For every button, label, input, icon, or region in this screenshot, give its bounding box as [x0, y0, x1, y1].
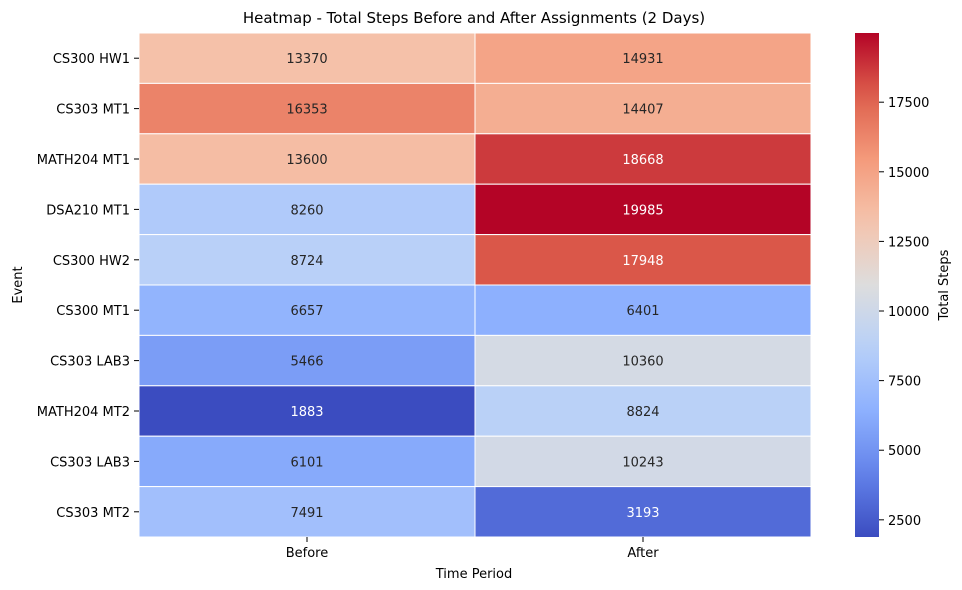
colorbar-tick-label: 17500: [888, 96, 929, 111]
heatmap-cell: [474, 435, 812, 488]
heatmap-cell: [138, 32, 476, 84]
cell-value-label: 8824: [626, 405, 659, 420]
heatmap-cell: [474, 82, 812, 135]
cell-value-label: 14407: [622, 103, 663, 118]
cell-value-label: 8724: [290, 254, 323, 269]
x-axis-label: Time Period: [435, 567, 512, 582]
colorbar-tick-label: 5000: [888, 444, 921, 459]
colorbar-tick-label: 12500: [888, 235, 929, 250]
y-tick-label: CS303 MT1: [56, 103, 130, 118]
cell-value-label: 19985: [622, 203, 663, 218]
x-tick-label: After: [627, 546, 659, 561]
colorbar-gradient: [855, 33, 879, 537]
heatmap-cell: [474, 183, 812, 236]
x-tick-label: Before: [286, 546, 329, 561]
heatmap-cell: [474, 32, 812, 84]
heatmap-cell: [474, 334, 812, 387]
y-tick-label: CS300 HW2: [53, 254, 130, 269]
colorbar-tick-label: 7500: [888, 375, 921, 390]
heatmap-cell: [138, 334, 476, 387]
colorbar-tick-label: 15000: [888, 166, 929, 181]
cell-value-label: 7491: [290, 506, 323, 521]
colorbar-label: Total Steps: [937, 249, 952, 321]
y-axis-label: Event: [11, 266, 26, 303]
cell-value-label: 6101: [290, 455, 323, 470]
heatmap-cell: [138, 385, 476, 437]
cell-value-label: 14931: [622, 52, 663, 67]
cell-value-labels: 13370 14931 16353 14407 13600 18668 8260 19985 8…: [286, 52, 663, 521]
cell-value-label: 18668: [622, 153, 663, 168]
heatmap-cell: [138, 82, 476, 135]
cell-value-label: 6657: [290, 304, 323, 319]
y-tick-label: CS303 MT2: [56, 506, 130, 521]
y-tick-label: CS303 LAB3: [50, 455, 130, 470]
cell-value-label: 5466: [290, 355, 323, 370]
cell-value-label: 3193: [626, 506, 659, 521]
heatmap-cell: [138, 486, 476, 538]
y-tick-label: CS300 MT1: [56, 304, 130, 319]
cell-value-label: 10243: [622, 455, 663, 470]
y-axis-ticks: CS300 HW1 CS303 MT1 MATH204 MT1 DSA210 MT1 C…: [37, 52, 139, 521]
cell-value-label: 16353: [286, 103, 327, 118]
heatmap-cell: [474, 234, 812, 286]
colorbar-tick-label: 2500: [888, 514, 921, 529]
colorbar: 2500 5000 7500 10000 12500 15000 17500: [855, 33, 929, 537]
y-tick-label: CS303 LAB3: [50, 355, 130, 370]
cell-value-label: 13600: [286, 153, 327, 168]
y-tick-label: DSA210 MT1: [46, 203, 130, 218]
heatmap-cell: [138, 133, 476, 185]
y-tick-label: MATH204 MT2: [37, 405, 130, 420]
heatmap-cell: [474, 284, 812, 336]
heatmap-cell: [474, 133, 812, 185]
cell-value-label: 6401: [626, 304, 659, 319]
colorbar-tick-label: 10000: [888, 305, 929, 320]
cell-value-label: 8260: [290, 203, 323, 218]
cell-value-label: 13370: [286, 52, 327, 67]
y-tick-label: CS300 HW1: [53, 52, 130, 67]
heatmap-cell: [138, 435, 476, 488]
heatmap-cell: [474, 385, 812, 437]
cell-value-label: 10360: [622, 355, 663, 370]
heatmap-cell: [474, 486, 812, 538]
x-axis-ticks: Before After: [286, 537, 659, 561]
cell-value-label: 1883: [290, 405, 323, 420]
heatmap-cells: [138, 32, 812, 538]
chart-title: Heatmap - Total Steps Before and After A…: [243, 9, 705, 27]
cell-value-label: 17948: [622, 254, 663, 269]
y-tick-label: MATH204 MT1: [37, 153, 130, 168]
